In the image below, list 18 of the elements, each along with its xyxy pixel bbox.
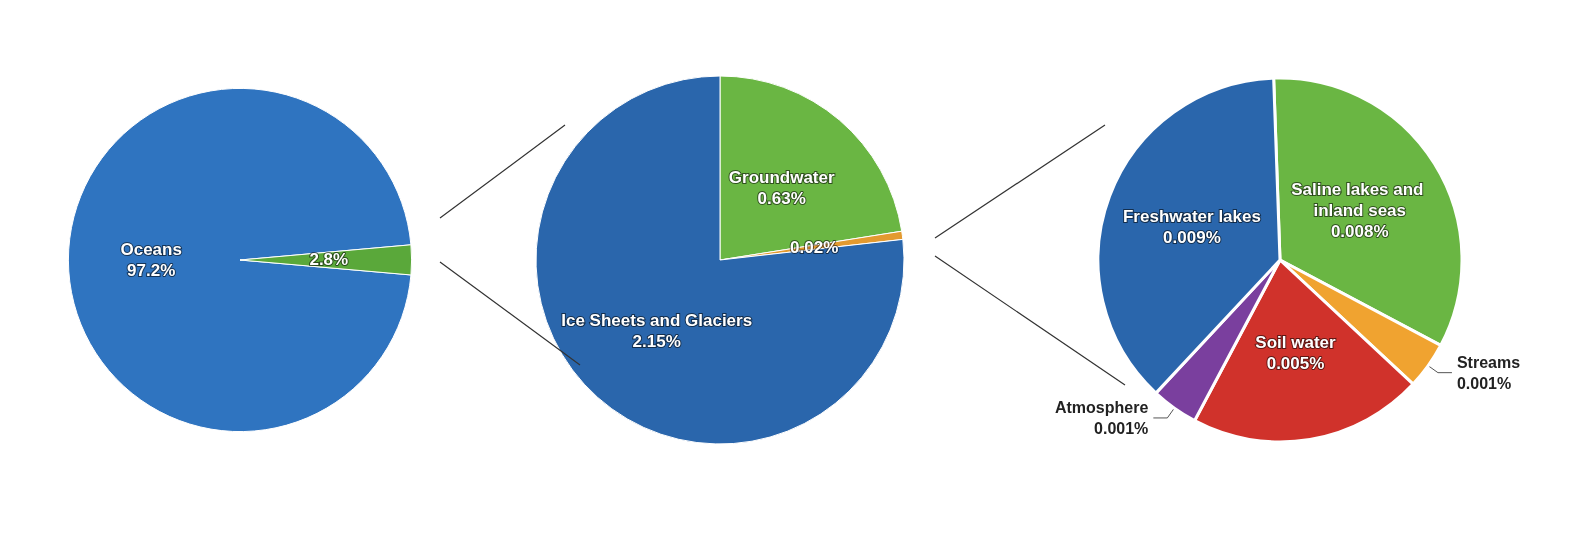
data-label: 0.001% [1094, 419, 1149, 437]
data-label: 0.009% [1163, 228, 1221, 248]
data-label: 2.8% [309, 250, 349, 270]
data-label: 0.005% [1266, 353, 1325, 373]
slice-label: Atmosphere [1054, 398, 1149, 416]
slice-label: Saline lakes and inland seas [1291, 179, 1429, 220]
data-label: 2.15% [632, 331, 681, 351]
data-label: 0.02% [790, 237, 839, 257]
data-label: 0.001% [1456, 374, 1512, 392]
data-label: 97.2% [127, 261, 176, 281]
slice-label: Soil water [1255, 332, 1337, 352]
data-label: 0.63% [757, 188, 806, 208]
slice-label: Freshwater lakes [1122, 207, 1261, 227]
data-label: 0.008% [1330, 221, 1389, 241]
slice-label: Streams [1456, 353, 1521, 371]
slice-label: Oceans [120, 240, 182, 260]
slice-label: Groundwater [728, 167, 835, 187]
slice-label: Ice Sheets and Glaciers [561, 310, 753, 330]
